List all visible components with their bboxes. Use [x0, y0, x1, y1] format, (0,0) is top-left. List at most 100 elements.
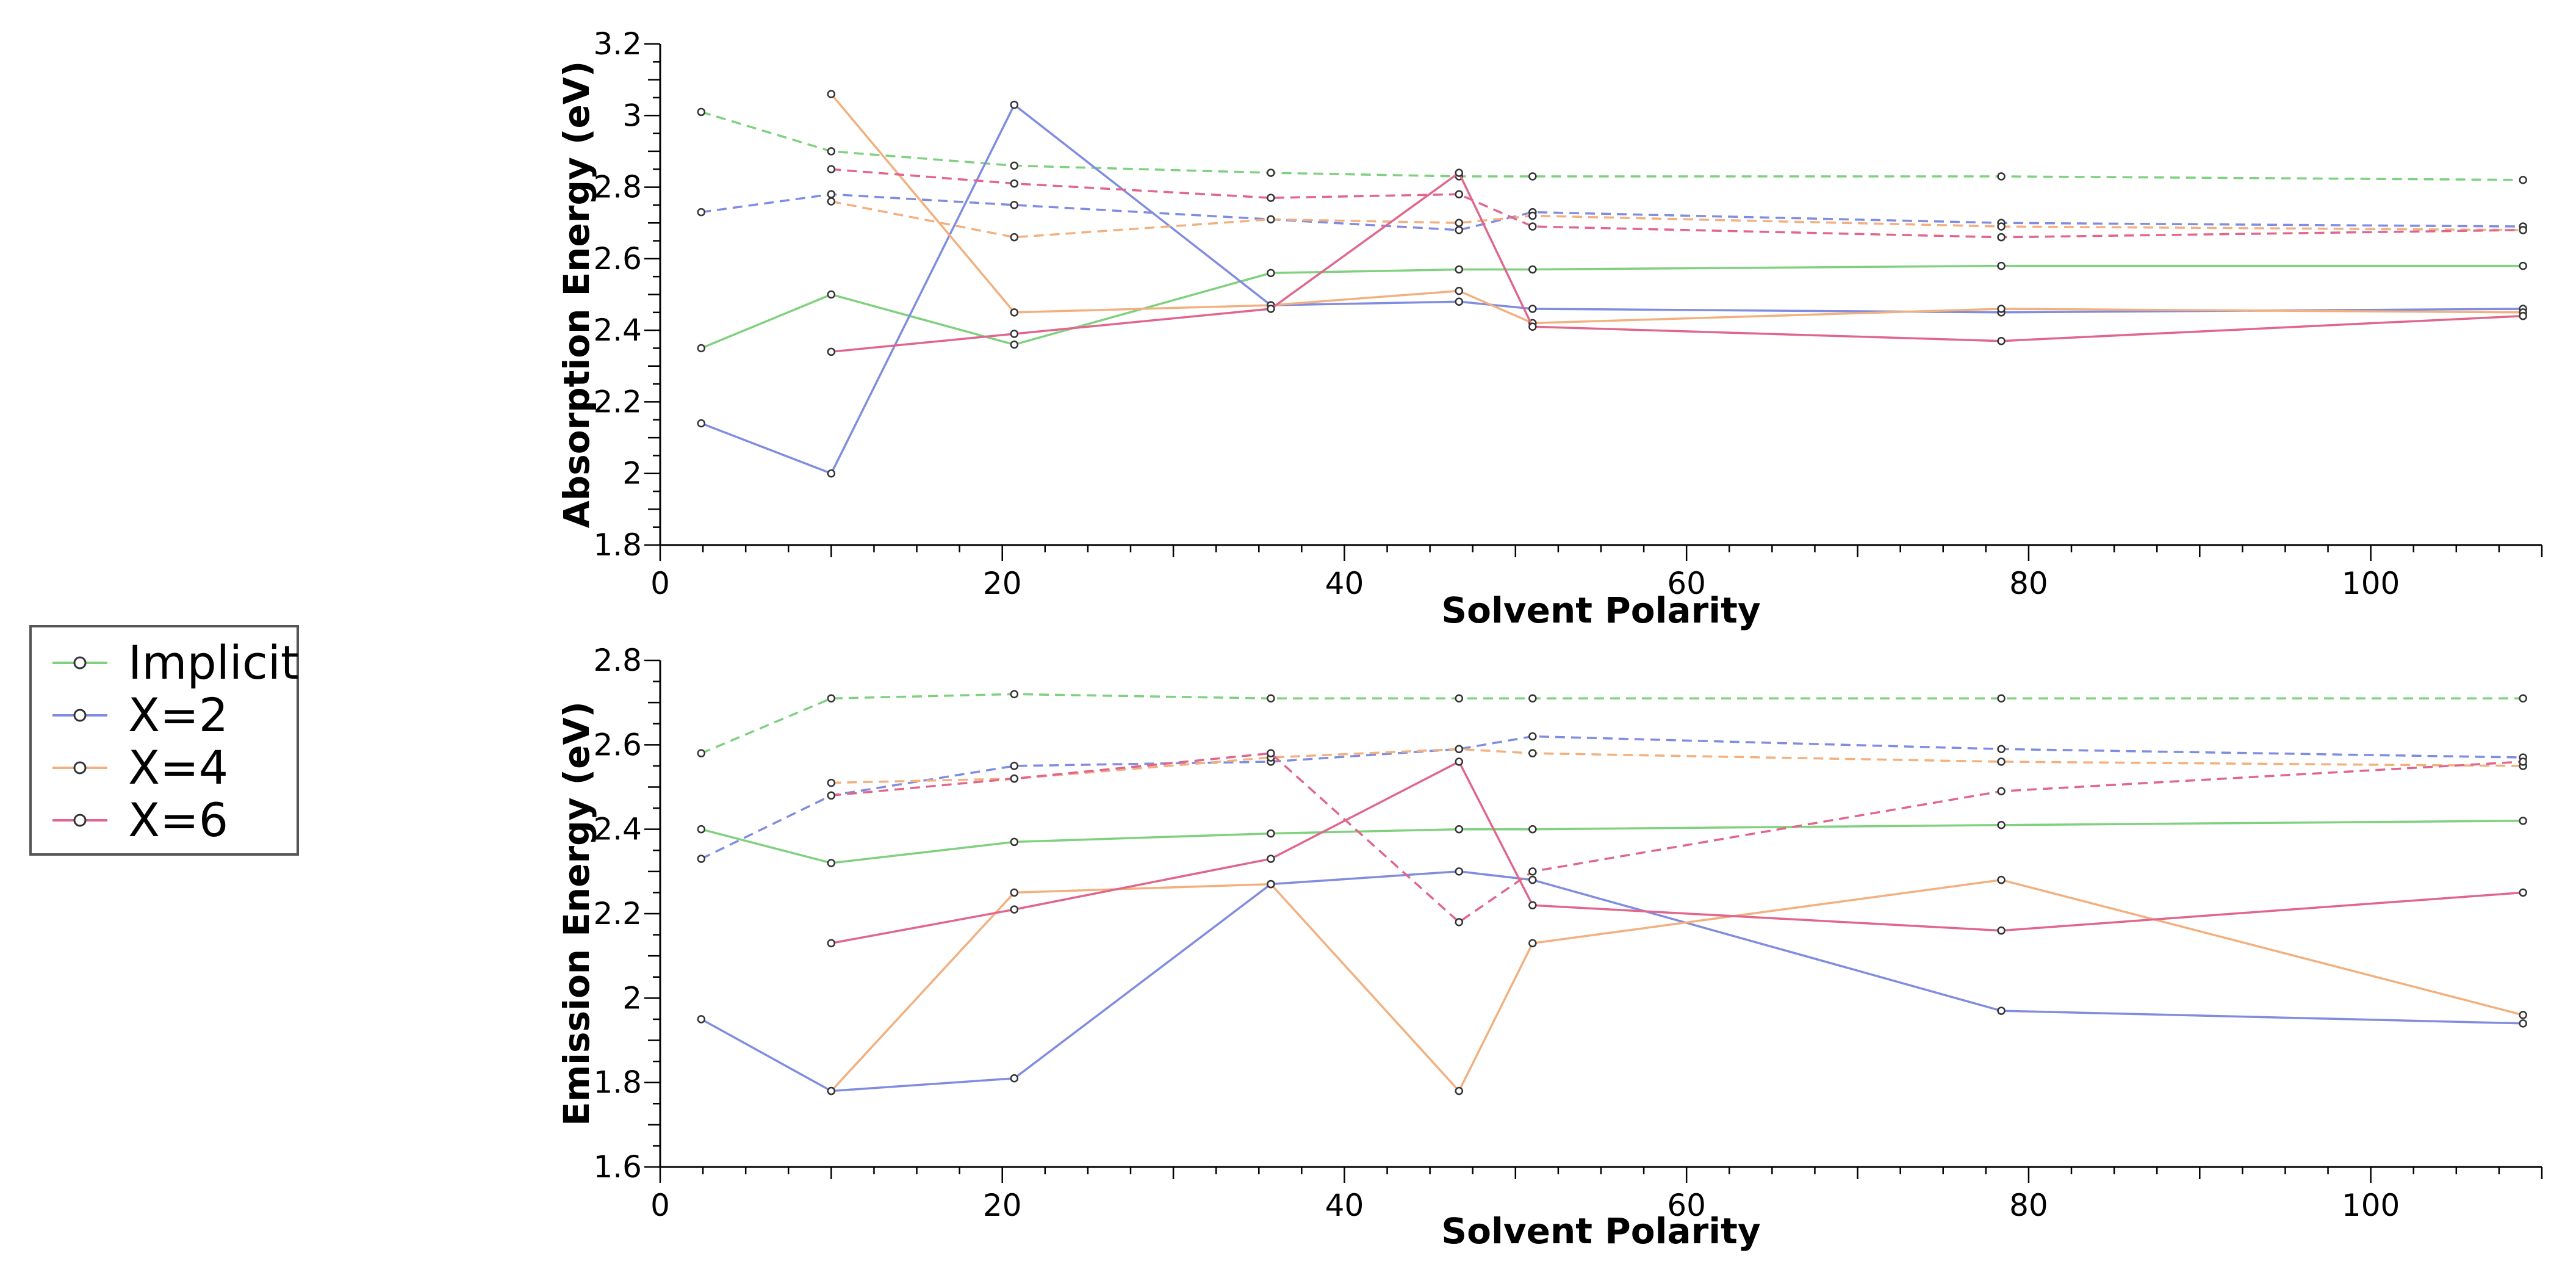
data-point-x4-dashed: [1997, 222, 2006, 231]
data-point-implicit-solid: [1010, 340, 1019, 349]
data-point-x6-solid: [1997, 926, 2006, 935]
y-tick-label: 2: [622, 456, 642, 491]
data-point-implicit-dashed: [1267, 168, 1275, 177]
data-point-implicit-dashed: [827, 147, 836, 156]
y-tick-label: 2.8: [593, 170, 642, 205]
data-point-x6-solid: [1455, 168, 1464, 177]
emission-panel: 0 20 40 60 80 100 1.6 1.8 2 2.2 2.4 2.6 2.8 Solvent P…: [556, 643, 2543, 1252]
data-point-x2-dashed: [1010, 201, 1019, 209]
data-point-x2-solid: [1455, 867, 1464, 876]
data-point-implicit-dashed: [1010, 161, 1019, 170]
data-point-x2-solid: [697, 419, 706, 428]
data-point-x4-dashed: [1528, 749, 1537, 757]
data-point-x2-solid: [697, 1015, 706, 1024]
data-point-x4-dashed: [1455, 219, 1464, 227]
series-line-implicit-dashed: [700, 110, 2524, 181]
data-point-x4-solid: [827, 1086, 836, 1096]
data-point-x4-solid: [1010, 308, 1019, 317]
y-tick-label: 1.8: [593, 527, 642, 563]
y-tick-label: 2.6: [593, 241, 642, 276]
x-tick-label: 40: [1325, 566, 1364, 601]
data-point-x6-solid: [1267, 854, 1275, 863]
y-tick-label: 3.2: [593, 26, 642, 62]
legend-label-implicit: Implicit: [128, 635, 299, 690]
series-line-x6-dashed: [831, 168, 2524, 239]
data-point-x4-dashed: [1455, 745, 1464, 753]
data-point-x6-solid: [1455, 757, 1464, 766]
legend-marker-implicit: [73, 656, 87, 670]
data-point-x4-solid: [827, 90, 836, 98]
data-point-implicit-dashed: [1455, 694, 1464, 703]
data-point-x6-dashed: [1528, 867, 1537, 876]
data-point-x6-dashed: [2519, 757, 2527, 766]
data-point-implicit-dashed: [697, 107, 706, 117]
data-point-x2-solid: [2519, 1019, 2527, 1028]
y-axis-title: Absorption Energy (eV): [556, 61, 597, 528]
data-point-x4-solid: [1528, 939, 1537, 948]
y-axis-title: Emission Energy (eV): [556, 701, 597, 1126]
legend-marker-x4: [73, 761, 87, 775]
series-line-x6-solid: [831, 760, 2524, 945]
data-point-implicit-solid: [697, 825, 706, 834]
x-tick-label: 40: [1325, 1188, 1364, 1223]
data-point-x6-dashed: [827, 791, 836, 800]
data-point-x2-dashed: [1455, 226, 1464, 234]
data-point-x4-solid: [1455, 286, 1464, 295]
data-point-x2-solid: [827, 469, 836, 478]
y-tick-label: 2.4: [593, 312, 642, 348]
y-tick-label: 1.6: [593, 1149, 642, 1185]
x-tick-label: 20: [983, 1188, 1022, 1223]
data-point-x4-dashed: [827, 778, 836, 787]
x-tick-label: 60: [1667, 566, 1706, 601]
series-line-x2-dashed: [700, 735, 2524, 860]
data-point-x4-dashed: [1528, 211, 1537, 220]
x-tick-label: 0: [650, 566, 670, 601]
series-line-x2-solid: [700, 870, 2524, 1093]
data-point-implicit-dashed: [1997, 694, 2006, 703]
data-point-implicit-dashed: [1997, 172, 2006, 181]
y-tick-label: 2.2: [593, 384, 642, 419]
x-tick-label: 60: [1667, 1188, 1706, 1223]
data-point-x2-dashed: [697, 208, 706, 217]
y-tick-label: 3: [622, 98, 642, 133]
data-point-x6-solid: [1528, 322, 1537, 331]
data-point-x6-dashed: [1528, 222, 1537, 231]
data-point-x4-dashed: [1997, 757, 2006, 766]
data-point-x4-solid: [1267, 879, 1275, 889]
data-point-x4-solid: [1997, 305, 2006, 313]
series-line-implicit-solid: [700, 820, 2524, 864]
data-point-x6-dashed: [1455, 190, 1464, 199]
data-point-x4-dashed: [827, 197, 836, 206]
data-point-x6-solid: [2519, 888, 2527, 897]
data-point-x6-solid: [1010, 330, 1019, 338]
data-point-x2-solid: [1010, 1074, 1019, 1083]
data-point-x4-solid: [2519, 1011, 2527, 1019]
y-tick-label: 2.2: [593, 896, 642, 931]
absorption-panel: 0 20 40 60 80 100 1.8 2 2.2 2.4 2.6 2.8 3 3.2 Solvent …: [556, 26, 2543, 631]
data-point-x4-dashed: [1010, 233, 1019, 242]
x-tick-label: 20: [983, 566, 1022, 601]
data-point-implicit-solid: [1455, 265, 1464, 274]
x-tick-label: 100: [2342, 1188, 2400, 1223]
data-point-x6-solid: [827, 939, 836, 948]
data-point-x6-dashed: [1267, 749, 1275, 757]
data-point-implicit-dashed: [697, 749, 706, 757]
data-point-implicit-dashed: [1267, 694, 1275, 703]
data-point-implicit-solid: [1267, 269, 1275, 278]
data-point-implicit-solid: [2519, 261, 2527, 270]
data-point-x2-dashed: [1010, 762, 1019, 770]
data-point-implicit-solid: [1528, 265, 1537, 274]
data-point-x2-dashed: [827, 190, 836, 199]
data-point-implicit-solid: [1010, 837, 1019, 847]
series-line-implicit-dashed: [700, 693, 2524, 754]
legend-label-x6: X=6: [128, 793, 228, 847]
series-line-x6-dashed: [831, 752, 2524, 924]
data-point-implicit-dashed: [827, 694, 836, 703]
data-point-x6-solid: [2519, 311, 2527, 320]
data-point-x6-solid: [1267, 305, 1275, 313]
data-point-x2-solid: [1010, 100, 1019, 109]
data-point-implicit-solid: [1997, 821, 2006, 829]
data-point-implicit-solid: [1267, 829, 1275, 838]
data-point-implicit-dashed: [1528, 694, 1537, 703]
